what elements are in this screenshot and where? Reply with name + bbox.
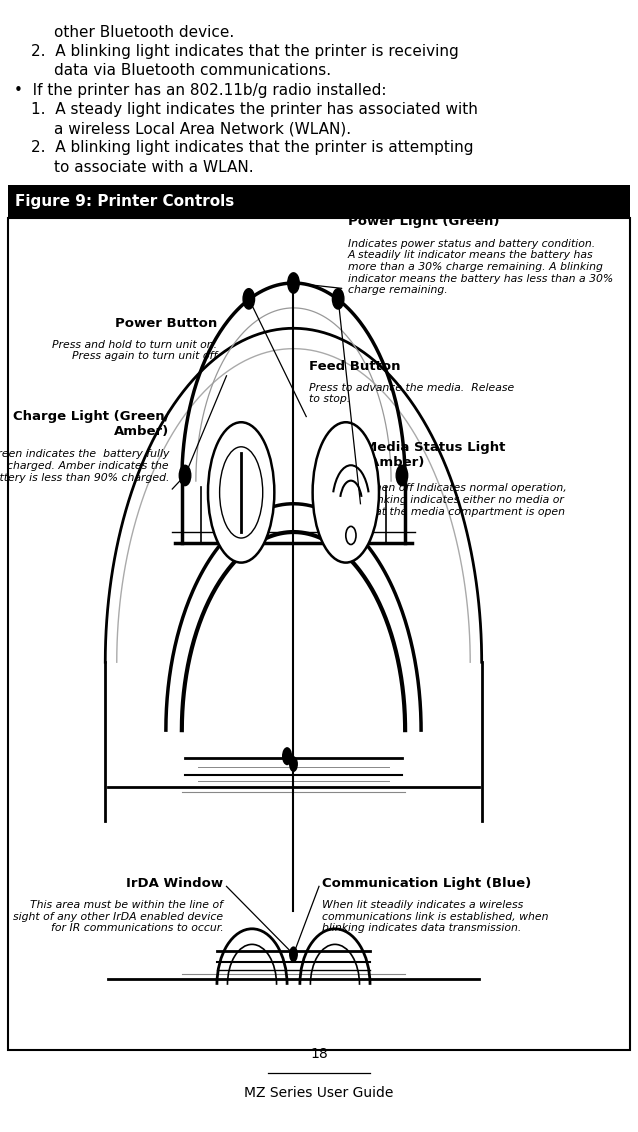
Text: Power Button: Power Button xyxy=(115,317,217,329)
Text: Media Status Light
(Amber): Media Status Light (Amber) xyxy=(364,441,505,470)
Bar xyxy=(8,218,630,1050)
Text: 2.  A blinking light indicates that the printer is receiving: 2. A blinking light indicates that the p… xyxy=(31,44,458,59)
Text: 1.  A steady light indicates the printer has associated with: 1. A steady light indicates the printer … xyxy=(31,102,477,117)
Text: IrDA Window: IrDA Window xyxy=(126,877,223,890)
Circle shape xyxy=(346,526,356,544)
Text: Power Light (Green): Power Light (Green) xyxy=(348,215,499,228)
Circle shape xyxy=(396,465,408,486)
Text: Indicates power status and battery condition.
A steadily lit indicator means the: Indicates power status and battery condi… xyxy=(348,239,613,295)
Text: When lit steadily indicates a wireless
communications link is established, when
: When lit steadily indicates a wireless c… xyxy=(322,900,549,933)
Text: a wireless Local Area Network (WLAN).: a wireless Local Area Network (WLAN). xyxy=(54,121,352,136)
Text: data via Bluetooth communications.: data via Bluetooth communications. xyxy=(54,63,331,78)
Circle shape xyxy=(243,289,255,309)
Circle shape xyxy=(289,756,298,772)
Text: Communication Light (Blue): Communication Light (Blue) xyxy=(322,877,531,890)
Circle shape xyxy=(282,747,292,765)
Text: Feed Button: Feed Button xyxy=(309,360,401,372)
Circle shape xyxy=(289,946,298,962)
Text: Press and hold to turn unit on.
Press again to turn unit off: Press and hold to turn unit on. Press ag… xyxy=(52,340,217,361)
Text: 2.  A blinking light indicates that the printer is attempting: 2. A blinking light indicates that the p… xyxy=(31,140,473,155)
Circle shape xyxy=(288,273,299,293)
Text: Press to advance the media.  Release
to stop.: Press to advance the media. Release to s… xyxy=(309,383,515,404)
Ellipse shape xyxy=(313,422,379,563)
Text: other Bluetooth device.: other Bluetooth device. xyxy=(54,25,235,40)
Text: This area must be within the line of
sight of any other IrDA enabled device
for : This area must be within the line of sig… xyxy=(13,900,223,933)
Text: When off Indicates normal operation,
blinking indicates either no media or
that : When off Indicates normal operation, bli… xyxy=(364,483,567,516)
Text: Figure 9: Printer Controls: Figure 9: Printer Controls xyxy=(15,194,235,209)
Text: Charge Light (Green/
Amber): Charge Light (Green/ Amber) xyxy=(13,410,169,438)
Text: MZ Series User Guide: MZ Series User Guide xyxy=(244,1087,394,1100)
Text: to associate with a WLAN.: to associate with a WLAN. xyxy=(54,160,254,174)
Text: •  If the printer has an 802.11b/g radio installed:: • If the printer has an 802.11b/g radio … xyxy=(14,83,387,97)
Circle shape xyxy=(179,465,191,486)
Text: 18: 18 xyxy=(310,1047,328,1061)
Circle shape xyxy=(332,289,344,309)
Text: Green indicates the  battery fully
charged. Amber indicates the
battery is less : Green indicates the battery fully charge… xyxy=(0,449,169,482)
Ellipse shape xyxy=(208,422,274,563)
Bar xyxy=(8,185,630,218)
